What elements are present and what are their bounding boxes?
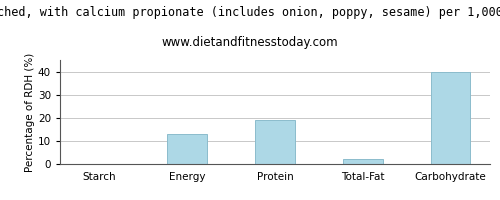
Y-axis label: Percentage of RDH (%): Percentage of RDH (%): [25, 52, 35, 172]
Text: ched, with calcium propionate (includes onion, poppy, sesame) per 1,000: ched, with calcium propionate (includes …: [0, 6, 500, 19]
Bar: [255, 120, 295, 164]
Bar: [343, 159, 382, 164]
Bar: [431, 72, 470, 164]
Bar: [168, 134, 207, 164]
Text: www.dietandfitnesstoday.com: www.dietandfitnesstoday.com: [162, 36, 338, 49]
